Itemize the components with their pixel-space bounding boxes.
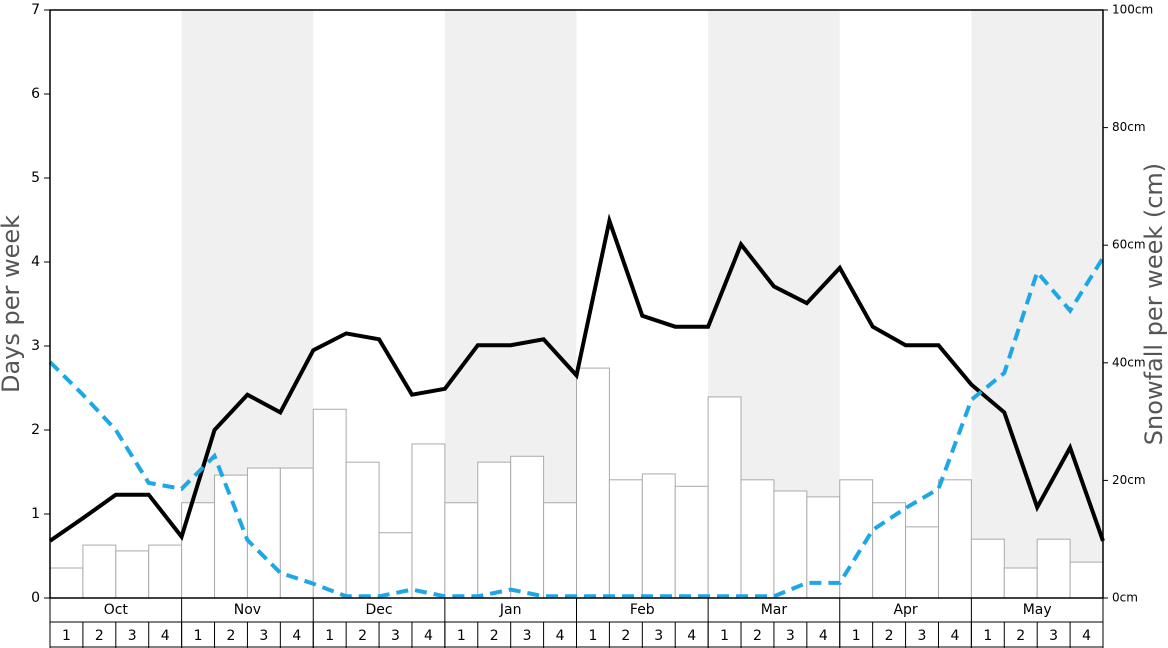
x-tick-label: 4	[950, 628, 959, 644]
bar	[773, 490, 808, 599]
x-tick-label: 1	[983, 628, 992, 644]
bar	[214, 474, 248, 599]
bar	[246, 467, 281, 599]
bar	[905, 526, 939, 599]
bar	[49, 567, 84, 599]
month-label: Nov	[234, 602, 261, 618]
x-tick-label: 2	[753, 628, 762, 644]
x-tick-label: 4	[687, 628, 696, 644]
line	[48, 213, 1105, 543]
bar	[1069, 561, 1104, 599]
y2-tick-label: 0cm	[1112, 591, 1138, 605]
x-tick-label: 4	[292, 628, 301, 644]
bar	[115, 550, 150, 599]
bar	[543, 502, 577, 599]
month-label: Jan	[499, 602, 522, 618]
x-tick-label: 4	[556, 628, 565, 644]
x-tick-label: 3	[654, 628, 663, 644]
x-tick-label: 1	[720, 628, 729, 644]
x-tick-label: 1	[325, 628, 334, 644]
x-tick-label: 1	[588, 628, 597, 644]
x-tick-label: 2	[95, 628, 104, 644]
month-label: Mar	[761, 602, 788, 618]
bar	[510, 455, 545, 599]
x-tick-label: 4	[819, 628, 828, 644]
month-label: Feb	[630, 602, 655, 618]
bar	[477, 461, 512, 599]
y-tick-label: 4	[31, 254, 40, 270]
line	[48, 256, 1105, 599]
bar	[707, 396, 742, 599]
bar	[937, 479, 972, 599]
y2-axis-label: Snowfall per week (cm)	[1140, 163, 1168, 445]
x-tick-label: 1	[194, 628, 203, 644]
x-tick-label: 2	[885, 628, 894, 644]
y-axis-label: Days per week	[0, 215, 25, 393]
month-label: May	[1023, 602, 1052, 618]
bar	[444, 502, 479, 599]
y2-tick-label: 20cm	[1112, 473, 1146, 487]
x-tick-label: 2	[227, 628, 236, 644]
month-label: Oct	[104, 602, 129, 618]
x-tick-label: 1	[62, 628, 71, 644]
y-tick-label: 5	[31, 170, 40, 186]
y2-tick-label: 40cm	[1112, 355, 1146, 369]
bar	[345, 461, 380, 599]
x-tick-label: 4	[1082, 628, 1091, 644]
y-tick-label: 7	[31, 2, 40, 18]
x-tick-label: 2	[1016, 628, 1025, 644]
bar	[1003, 567, 1038, 599]
month-shade	[971, 10, 1103, 598]
x-tick-label: 1	[457, 628, 466, 644]
bar	[378, 532, 413, 599]
x-tick-label: 2	[490, 628, 499, 644]
bar	[872, 502, 907, 599]
bar	[641, 473, 676, 599]
x-tick-label: 1	[852, 628, 861, 644]
y2-tick-label: 100cm	[1112, 3, 1153, 17]
bar	[970, 538, 1005, 599]
bar	[608, 479, 643, 599]
bar	[740, 479, 775, 599]
x-tick-label: 3	[786, 628, 795, 644]
x-tick-label: 3	[128, 628, 137, 644]
y2-tick-label: 80cm	[1112, 120, 1146, 134]
month-label: Apr	[893, 602, 917, 618]
x-tick-label: 3	[259, 628, 268, 644]
x-tick-label: 3	[918, 628, 927, 644]
y-tick-label: 1	[31, 506, 40, 522]
x-tick-label: 3	[1049, 628, 1058, 644]
x-tick-label: 4	[424, 628, 433, 644]
x-tick-label: 2	[621, 628, 630, 644]
x-tick-label: 4	[161, 628, 170, 644]
x-tick-label: 2	[358, 628, 367, 644]
y2-tick-label: 60cm	[1112, 238, 1146, 252]
x-tick-label: 3	[391, 628, 400, 644]
bar	[1036, 538, 1071, 599]
bar	[148, 544, 183, 599]
x-tick-label: 3	[523, 628, 532, 644]
month-label: Dec	[366, 602, 393, 618]
y-tick-label: 6	[31, 86, 40, 102]
y-tick-label: 3	[31, 338, 40, 354]
y-tick-label: 0	[31, 590, 40, 606]
y-tick-label: 2	[31, 422, 40, 438]
bar	[674, 485, 709, 599]
bar	[576, 367, 610, 599]
bar	[312, 408, 347, 599]
bar	[411, 443, 446, 599]
bar	[82, 544, 117, 599]
